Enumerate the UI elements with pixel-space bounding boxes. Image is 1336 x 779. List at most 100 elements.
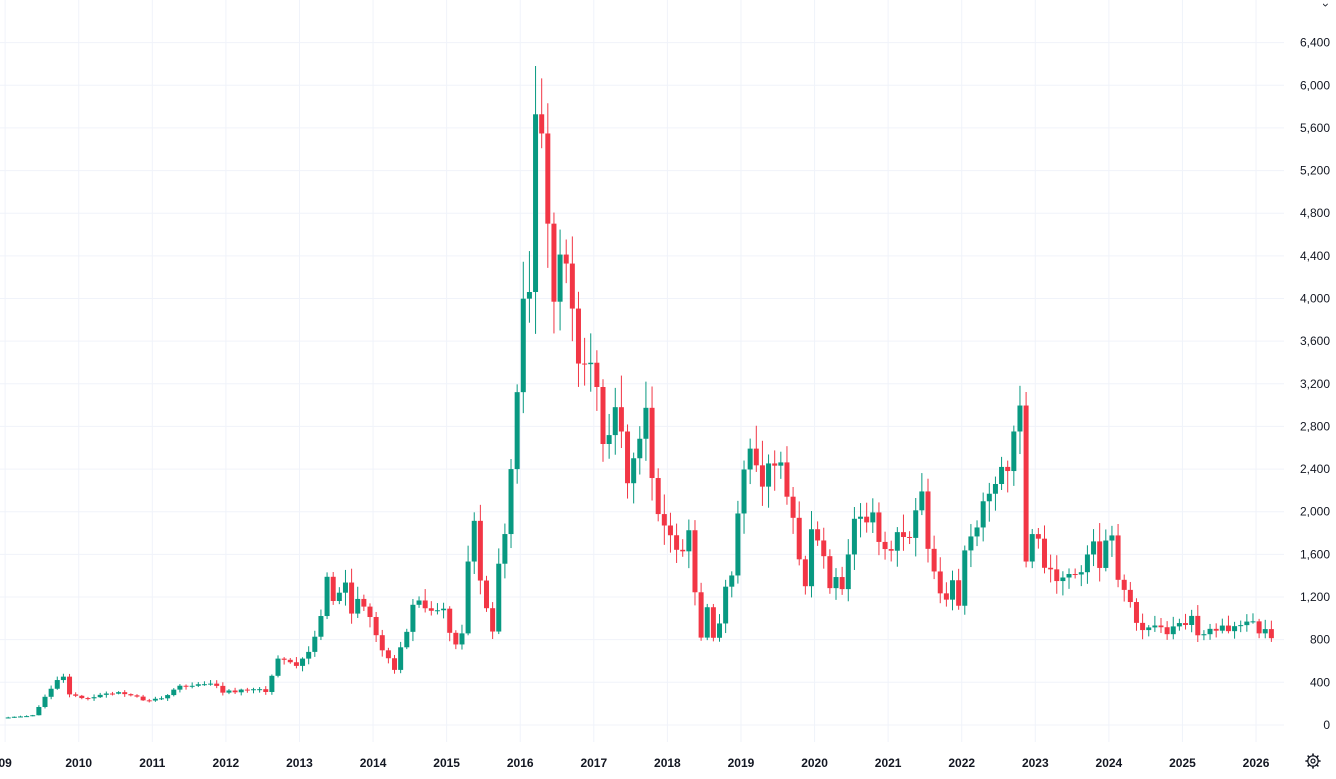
candle[interactable]	[870, 498, 876, 533]
candle[interactable]	[214, 680, 220, 689]
candle[interactable]	[1060, 571, 1066, 596]
candle[interactable]	[741, 460, 747, 534]
candle[interactable]	[943, 582, 949, 607]
candle[interactable]	[698, 582, 704, 641]
candle[interactable]	[5, 716, 11, 719]
candle[interactable]	[91, 694, 97, 701]
candle[interactable]	[385, 647, 391, 664]
candle[interactable]	[1201, 630, 1207, 641]
candle[interactable]	[1146, 625, 1152, 637]
candle[interactable]	[159, 696, 165, 701]
candle[interactable]	[1066, 568, 1072, 589]
candle[interactable]	[637, 426, 643, 475]
candle[interactable]	[796, 501, 802, 566]
candle[interactable]	[269, 674, 275, 695]
candle[interactable]	[171, 688, 177, 697]
candle[interactable]	[888, 540, 894, 562]
candle[interactable]	[201, 681, 207, 686]
candle[interactable]	[913, 498, 919, 557]
candle[interactable]	[894, 527, 900, 567]
candle[interactable]	[257, 687, 263, 693]
candle[interactable]	[42, 694, 48, 709]
candle[interactable]	[784, 446, 790, 505]
candle[interactable]	[851, 506, 857, 570]
candle[interactable]	[103, 691, 109, 698]
candle[interactable]	[189, 682, 195, 689]
candle[interactable]	[950, 570, 956, 611]
candle[interactable]	[1041, 525, 1047, 574]
candle[interactable]	[54, 676, 60, 690]
candle[interactable]	[729, 571, 735, 598]
candle[interactable]	[244, 687, 250, 693]
candle[interactable]	[533, 65, 539, 334]
candle[interactable]	[1140, 613, 1146, 640]
candle[interactable]	[373, 611, 379, 643]
candle[interactable]	[612, 387, 618, 455]
candle[interactable]	[392, 654, 398, 674]
candle[interactable]	[496, 548, 502, 635]
candle[interactable]	[232, 687, 238, 695]
candle[interactable]	[674, 523, 680, 563]
candle[interactable]	[717, 614, 723, 642]
candle[interactable]	[1256, 618, 1262, 639]
candle[interactable]	[263, 686, 269, 695]
time-axis[interactable]: 09 2010 2011 2012 2013 2014 2015 2016 2017 2018 20…	[0, 756, 1270, 770]
candle[interactable]	[858, 503, 864, 538]
candle[interactable]	[704, 603, 710, 641]
candle[interactable]	[312, 630, 318, 657]
candle[interactable]	[293, 657, 299, 669]
candle[interactable]	[287, 658, 293, 664]
candle[interactable]	[723, 579, 729, 634]
candle[interactable]	[1133, 598, 1139, 631]
candle[interactable]	[422, 589, 428, 613]
candle[interactable]	[845, 539, 851, 602]
candle[interactable]	[925, 478, 931, 563]
candle[interactable]	[459, 624, 465, 650]
candle[interactable]	[735, 500, 741, 584]
candle[interactable]	[759, 440, 765, 506]
candle[interactable]	[349, 568, 355, 624]
candle[interactable]	[1011, 425, 1017, 486]
candle[interactable]	[447, 606, 453, 642]
candle[interactable]	[428, 601, 434, 616]
candle[interactable]	[152, 696, 158, 702]
candle[interactable]	[238, 688, 244, 696]
candle[interactable]	[1054, 555, 1060, 594]
candle[interactable]	[410, 599, 416, 642]
candle[interactable]	[165, 694, 171, 701]
candle[interactable]	[968, 524, 974, 568]
candle[interactable]	[618, 375, 624, 449]
candle[interactable]	[1219, 618, 1225, 634]
candle[interactable]	[48, 685, 54, 700]
candle[interactable]	[300, 657, 306, 672]
candle[interactable]	[1268, 620, 1274, 642]
candle[interactable]	[416, 596, 422, 608]
candle[interactable]	[594, 350, 600, 411]
candle[interactable]	[146, 698, 152, 703]
candle[interactable]	[980, 492, 986, 542]
candle[interactable]	[1097, 523, 1103, 582]
chart-settings-button[interactable]	[1305, 753, 1321, 769]
candle[interactable]	[477, 504, 483, 595]
candle[interactable]	[1250, 613, 1256, 624]
candle[interactable]	[1121, 574, 1127, 602]
candle[interactable]	[465, 545, 471, 636]
candle[interactable]	[250, 687, 256, 694]
candle[interactable]	[545, 103, 551, 268]
candle[interactable]	[808, 511, 814, 598]
candle[interactable]	[336, 587, 342, 605]
candle[interactable]	[73, 692, 79, 698]
candle[interactable]	[220, 682, 226, 696]
candle[interactable]	[986, 482, 992, 522]
candle[interactable]	[85, 696, 91, 701]
candle[interactable]	[140, 694, 146, 701]
candle[interactable]	[1035, 528, 1041, 549]
candle[interactable]	[1262, 619, 1268, 639]
candle[interactable]	[502, 523, 508, 579]
candle[interactable]	[226, 689, 232, 695]
candle[interactable]	[1152, 615, 1158, 632]
candle[interactable]	[1189, 609, 1195, 633]
candle[interactable]	[1023, 392, 1029, 568]
